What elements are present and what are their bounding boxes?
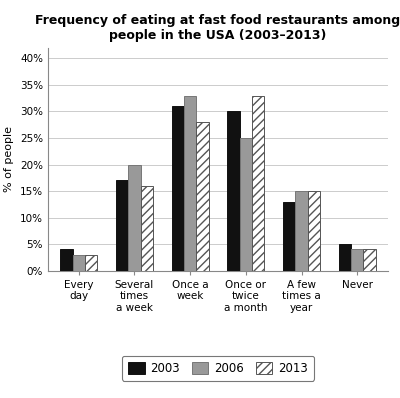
Bar bbox=[296, 191, 308, 271]
Bar bbox=[339, 244, 351, 271]
Bar bbox=[128, 164, 140, 271]
Bar bbox=[308, 191, 320, 271]
Bar bbox=[283, 202, 296, 271]
Bar bbox=[184, 96, 196, 271]
Bar bbox=[196, 122, 208, 271]
Title: Frequency of eating at fast food restaurants among
people in the USA (2003–2013): Frequency of eating at fast food restaur… bbox=[36, 14, 400, 43]
Bar bbox=[228, 111, 240, 271]
Bar bbox=[252, 96, 264, 271]
Bar bbox=[351, 250, 364, 271]
Bar bbox=[364, 250, 376, 271]
Bar bbox=[240, 138, 252, 271]
Legend: 2003, 2006, 2013: 2003, 2006, 2013 bbox=[122, 356, 314, 380]
Bar bbox=[172, 106, 184, 271]
Y-axis label: % of people: % of people bbox=[4, 126, 14, 192]
Bar bbox=[85, 255, 97, 271]
Bar bbox=[140, 186, 153, 271]
Bar bbox=[60, 250, 72, 271]
Bar bbox=[72, 255, 85, 271]
Bar bbox=[116, 180, 128, 271]
